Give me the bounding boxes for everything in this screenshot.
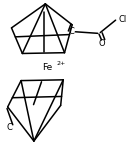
Text: C: C — [69, 27, 74, 36]
Text: O: O — [99, 39, 106, 48]
Text: Fe: Fe — [42, 63, 52, 72]
Text: 2+: 2+ — [57, 61, 66, 66]
Text: Cl: Cl — [119, 15, 127, 24]
Text: C: C — [6, 123, 12, 132]
